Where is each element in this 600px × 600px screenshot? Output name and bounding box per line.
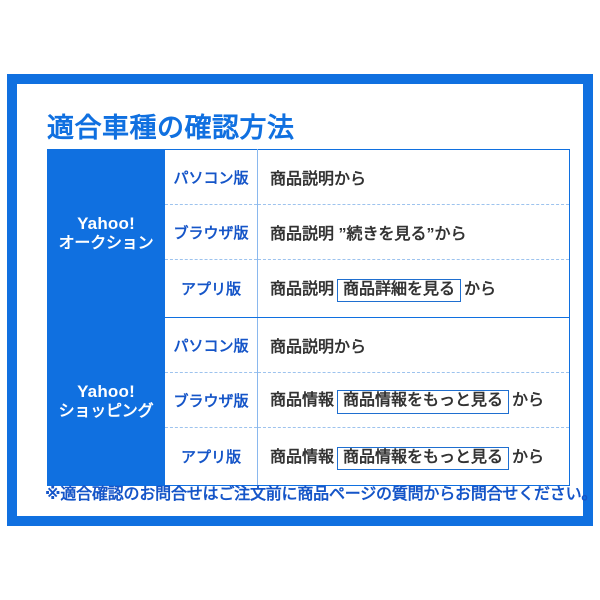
table-row: Yahoo! オークション パソコン版 商品説明から (47, 149, 570, 318)
instruction-suffix: から (512, 392, 545, 410)
brand-name-top: Yahoo! (77, 381, 135, 401)
instruction-prefix: 商品情報 (270, 448, 335, 466)
version-label-pc: パソコン版 (164, 149, 258, 205)
table-row: アプリ版 商品情報 商品情報をもっと見る から (48, 427, 570, 486)
brand-name-top: Yahoo! (77, 214, 135, 234)
info-panel: 適合車種の確認方法 Yahoo! オークション パソコン版 商品説明から ブラウ… (7, 74, 597, 526)
instruction-cell: 商品説明から (257, 317, 570, 373)
instruction-cell: 商品説明から (257, 149, 570, 205)
footer-note: ※適合確認のお問合せはご注文前に商品ページの質問からお問合せください。 (45, 486, 598, 503)
ui-button-reference[interactable]: 商品詳細を見る (337, 278, 462, 303)
instruction-suffix: から (464, 280, 497, 298)
instruction-prefix: 商品説明 (270, 280, 335, 298)
version-label-app: アプリ版 (164, 427, 258, 486)
table-row: アプリ版 商品説明 商品詳細を見る から (48, 259, 570, 318)
version-label-pc: パソコン版 (164, 317, 258, 373)
table-row: Yahoo! ショッピング パソコン版 商品説明から (47, 317, 570, 486)
brand-cell-auction: Yahoo! オークション (47, 149, 165, 318)
instruction-prefix: 商品説明 ”続きを見る”から (270, 226, 467, 243)
version-label-browser: ブラウザ版 (164, 372, 258, 428)
table-row: ブラウザ版 商品説明 ”続きを見る”から (48, 204, 570, 260)
brand-name-bottom: ショッピング (58, 402, 154, 420)
instruction-cell: 商品情報 商品情報をもっと見る から (258, 428, 570, 486)
instruction-prefix: 商品説明から (270, 171, 367, 188)
instruction-cell: 商品説明 商品詳細を見る から (257, 259, 570, 318)
version-label-app: アプリ版 (164, 259, 258, 318)
ui-button-reference[interactable]: 商品情報をもっと見る (337, 390, 510, 414)
page-title: 適合車種の確認方法 (47, 113, 295, 143)
instruction-suffix: から (512, 448, 545, 466)
brand-name-bottom: オークション (58, 235, 154, 253)
ui-button-reference[interactable]: 商品情報をもっと見る (337, 446, 510, 471)
info-panel-inner: 適合車種の確認方法 Yahoo! オークション パソコン版 商品説明から ブラウ… (17, 84, 597, 516)
compatibility-table: Yahoo! オークション パソコン版 商品説明から ブラウザ版 商品説明 ”続… (47, 149, 570, 486)
instruction-prefix: 商品情報 (270, 392, 335, 410)
version-label-browser: ブラウザ版 (164, 204, 258, 260)
instruction-prefix: 商品説明から (270, 339, 367, 356)
instruction-cell: 商品情報 商品情報をもっと見る から (257, 372, 570, 428)
instruction-cell: 商品説明 ”続きを見る”から (257, 204, 570, 260)
brand-cell-shopping: Yahoo! ショッピング (47, 317, 165, 486)
table-row: ブラウザ版 商品情報 商品情報をもっと見る から (48, 372, 570, 428)
